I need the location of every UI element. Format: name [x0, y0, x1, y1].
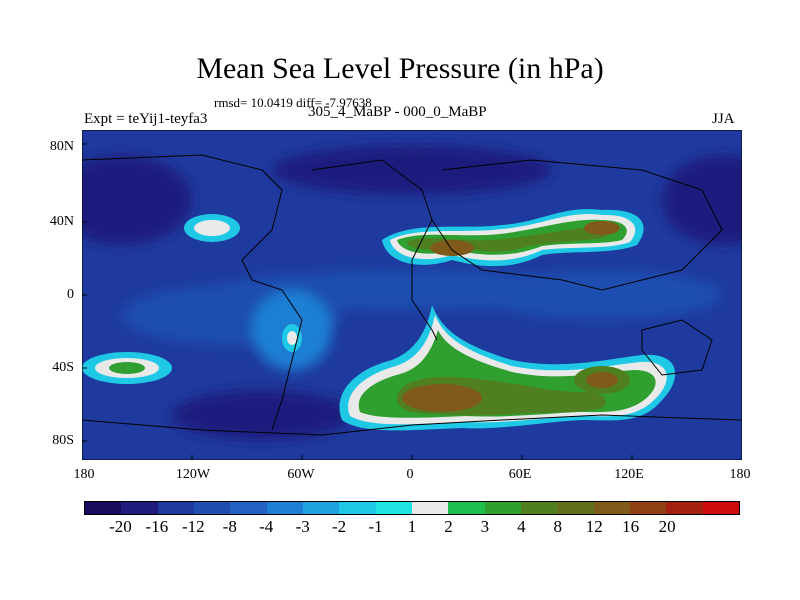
colorbar-label: 2: [444, 517, 453, 536]
lon-label-60w: 60W: [287, 467, 315, 482]
lon-label-180w: 180: [73, 467, 95, 482]
colorbar-label: -12: [181, 517, 205, 536]
colorbar-swatch: [121, 502, 158, 514]
lon-label-120e: 120E: [614, 467, 644, 482]
lat-label-40n: 40N: [49, 214, 74, 229]
lon-label-180e: 180: [729, 467, 751, 482]
ticks: [82, 143, 633, 460]
colorbar-label: 4: [517, 517, 526, 536]
deep-low-pacific-east: [662, 155, 742, 245]
colorbar-label: 1: [407, 517, 417, 536]
coastlines: [82, 154, 742, 436]
lat-label-80s: 80S: [52, 433, 74, 448]
colorbar-label: -3: [295, 517, 310, 536]
colorbar-label: -1: [368, 517, 383, 536]
lon-label-0: 0: [406, 467, 414, 482]
colorbar-label: 12: [585, 517, 603, 536]
colorbar-swatch: [702, 502, 739, 514]
colorbar-label: -2: [332, 517, 347, 536]
lon-label-60e: 60E: [508, 467, 532, 482]
stats-label: rmsd= 10.0419 diff= -7.97638: [214, 95, 372, 110]
colorbar-swatch: [448, 502, 485, 514]
pressure-map: [82, 130, 742, 460]
colorbar-label: -8: [222, 517, 237, 536]
colorbar-label: -20: [109, 517, 132, 536]
season-label: JJA: [712, 111, 735, 127]
colorbar-swatch: [520, 502, 558, 514]
colorbar-swatch: [302, 502, 340, 514]
colorbar-label: 20: [658, 517, 676, 536]
colorbar-swatch: [411, 502, 449, 514]
colorbar-swatch: [375, 502, 412, 514]
deep-low-arctic: [272, 145, 552, 195]
light-zone-north-africa: [482, 270, 722, 320]
colorbar: [84, 501, 740, 515]
lat-label-80n: 80N: [49, 139, 74, 154]
lat-label-40s: 40S: [52, 360, 74, 375]
colorbar-label: 8: [553, 517, 563, 536]
lon-label-120w: 120W: [175, 467, 211, 482]
deep-low-pacific-west: [82, 155, 192, 245]
colorbar-label: -4: [259, 517, 274, 536]
colorbar-swatch: [266, 502, 303, 514]
colorbar-swatch: [193, 502, 231, 514]
lat-label-0: 0: [67, 287, 74, 302]
deep-low-south-pacific: [172, 390, 352, 440]
colorbar-swatch: [629, 502, 667, 514]
colorbar-swatch: [157, 502, 194, 514]
colorbar-label: 3: [480, 517, 490, 536]
experiment-label: Expt = teYij1-teyfa3: [84, 111, 208, 127]
colorbar-swatch: [339, 502, 376, 514]
colorbar-swatch: [230, 502, 267, 514]
colorbar-label: 16: [622, 517, 640, 536]
chart-title: Mean Sea Level Pressure (in hPa): [196, 52, 604, 85]
colorbar-swatch: [593, 502, 630, 514]
comparison-label: 305_4_MaBP - 000_0_MaBP: [308, 104, 487, 120]
colorbar-swatch: [666, 502, 703, 514]
colorbar-label: -16: [145, 517, 169, 536]
colorbar-swatch: [85, 502, 122, 514]
colorbar-swatch: [484, 502, 521, 514]
colorbar-swatch: [557, 502, 594, 514]
